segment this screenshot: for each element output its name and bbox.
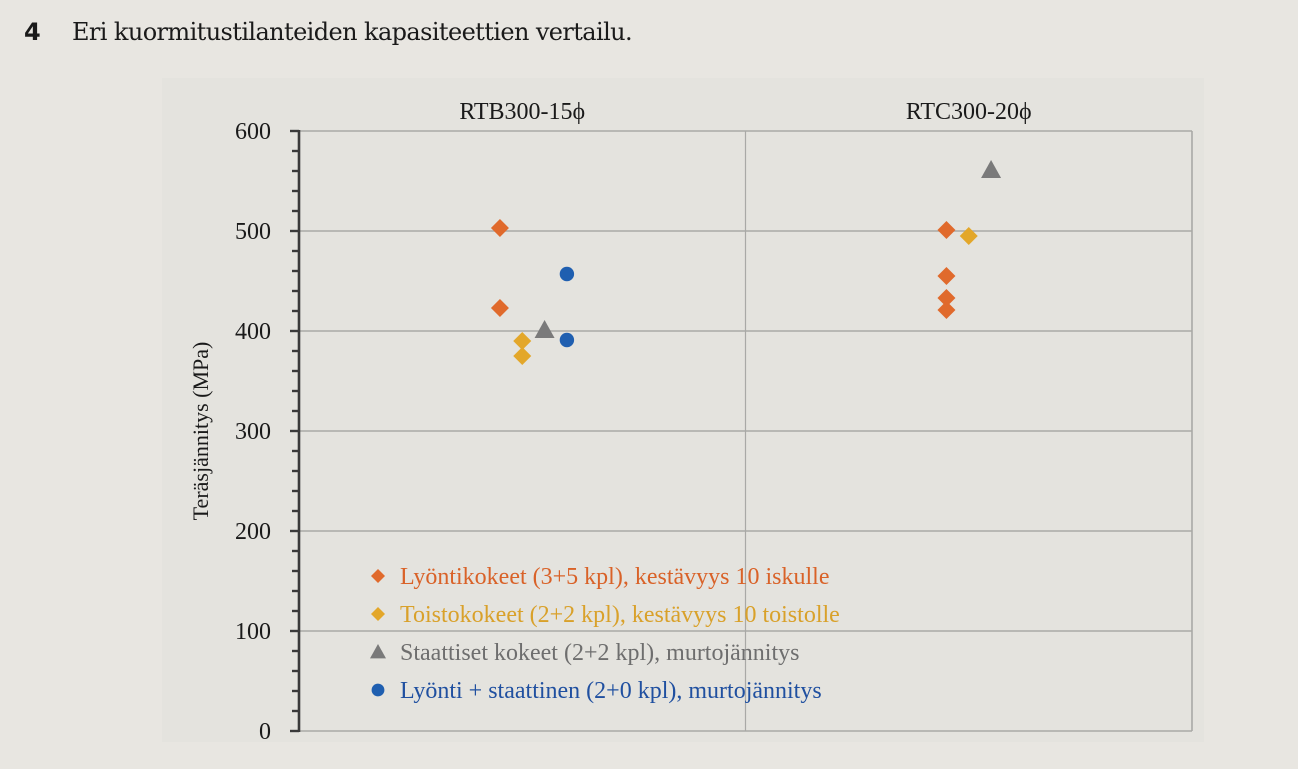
data-point-diamond bbox=[937, 289, 956, 307]
y-tick-label: 600 bbox=[235, 119, 271, 145]
y-axis-title: Teräsjännitys (MPa) bbox=[188, 342, 213, 521]
data-point-triangle bbox=[534, 320, 555, 338]
figure-caption: 4 Eri kuormitustilanteiden kapasiteettie… bbox=[24, 18, 633, 46]
y-axis: 0 100 200 300 400 500 600 bbox=[235, 119, 301, 745]
category-labels: RTB300-15ϕ RTC300-20ϕ bbox=[459, 99, 1031, 125]
data-point-diamond bbox=[937, 301, 956, 319]
y-tick-label: 500 bbox=[235, 219, 271, 245]
y-tick-label: 300 bbox=[235, 419, 271, 445]
legend: Lyöntikokeet (3+5 kpl), kestävyys 10 isk… bbox=[370, 564, 840, 704]
legend-label: Lyönti + staattinen (2+0 kpl), murtojänn… bbox=[400, 678, 822, 704]
y-tick-label: 400 bbox=[235, 319, 271, 345]
legend-item: Lyöntikokeet (3+5 kpl), kestävyys 10 isk… bbox=[371, 564, 829, 590]
data-point-diamond bbox=[490, 219, 509, 237]
legend-item: Staattiset kokeet (2+2 kpl), murtojännit… bbox=[370, 640, 799, 666]
legend-label: Staattiset kokeet (2+2 kpl), murtojännit… bbox=[400, 640, 799, 666]
y-axis-title-group: Teräsjännitys (MPa) bbox=[188, 342, 213, 521]
data-point-diamond bbox=[959, 227, 978, 245]
category-label: RTB300-15ϕ bbox=[459, 99, 585, 125]
data-point-diamond bbox=[937, 221, 956, 239]
data-point-triangle bbox=[981, 160, 1002, 178]
legend-marker-circle bbox=[371, 683, 385, 697]
data-point-diamond bbox=[937, 267, 956, 285]
legend-label: Lyöntikokeet (3+5 kpl), kestävyys 10 isk… bbox=[400, 564, 829, 590]
legend-marker-triangle bbox=[370, 644, 386, 659]
figure-title: Eri kuormitustilanteiden kapasiteettien … bbox=[72, 18, 633, 46]
y-tick-label: 100 bbox=[235, 619, 271, 645]
category-label: RTC300-20ϕ bbox=[906, 99, 1032, 125]
data-point-diamond bbox=[490, 299, 509, 317]
data-point-diamond bbox=[513, 332, 532, 350]
legend-marker-diamond bbox=[371, 569, 385, 583]
data-point-circle bbox=[559, 332, 575, 348]
data-points bbox=[490, 160, 1002, 365]
legend-item: Toistokokeet (2+2 kpl), kestävyys 10 toi… bbox=[371, 602, 840, 628]
y-tick-label: 200 bbox=[235, 519, 271, 545]
legend-label: Toistokokeet (2+2 kpl), kestävyys 10 toi… bbox=[400, 602, 840, 628]
legend-item: Lyönti + staattinen (2+0 kpl), murtojänn… bbox=[371, 678, 822, 704]
legend-marker-diamond bbox=[371, 607, 385, 621]
data-point-circle bbox=[559, 266, 575, 282]
y-tick-label: 0 bbox=[259, 719, 271, 745]
grid-lines bbox=[299, 130, 1192, 732]
figure-number: 4 bbox=[24, 18, 41, 46]
data-point-diamond bbox=[513, 347, 532, 365]
